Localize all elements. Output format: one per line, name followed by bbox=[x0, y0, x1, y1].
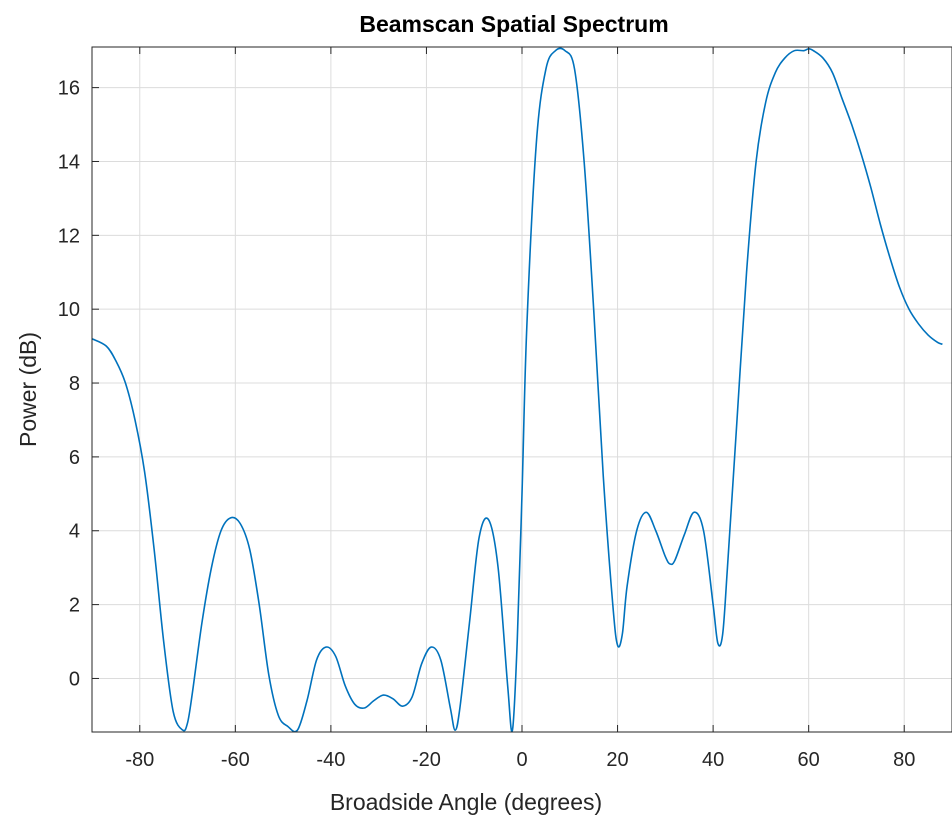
y-tick-label: 12 bbox=[58, 225, 80, 247]
y-tick-label: 14 bbox=[58, 151, 80, 173]
x-tick-label: -20 bbox=[412, 749, 441, 771]
axes bbox=[91, 46, 952, 733]
y-tick-label: 16 bbox=[58, 78, 80, 100]
x-tick-label: 20 bbox=[606, 749, 628, 771]
x-tick-label: 80 bbox=[893, 749, 915, 771]
x-tick-label: -60 bbox=[221, 749, 250, 771]
x-tick-label: 0 bbox=[516, 749, 527, 771]
y-tick-labels: 0 2 4 6 8 10 12 14 16 bbox=[58, 78, 80, 691]
x-tick-label: -80 bbox=[125, 749, 154, 771]
y-tick-label: 0 bbox=[69, 668, 80, 690]
x-tick-label: 40 bbox=[702, 749, 724, 771]
y-tick-label: 10 bbox=[58, 299, 80, 321]
chart-title: Beamscan Spatial Spectrum bbox=[359, 11, 668, 37]
y-tick-label: 6 bbox=[69, 447, 80, 469]
spectrum-line bbox=[92, 47, 943, 733]
x-tick-labels: -80 -60 -40 -20 0 20 40 60 80 bbox=[125, 749, 915, 771]
y-tick-label: 8 bbox=[69, 373, 80, 395]
y-axis-label: Power (dB) bbox=[15, 332, 41, 447]
grid bbox=[92, 47, 952, 732]
x-axis-label: Broadside Angle (degrees) bbox=[330, 789, 602, 815]
x-tick-label: 60 bbox=[798, 749, 820, 771]
line-layer bbox=[92, 47, 943, 733]
y-tick-label: 2 bbox=[69, 595, 80, 617]
y-tick-label: 4 bbox=[69, 521, 80, 543]
x-tick-label: -40 bbox=[316, 749, 345, 771]
